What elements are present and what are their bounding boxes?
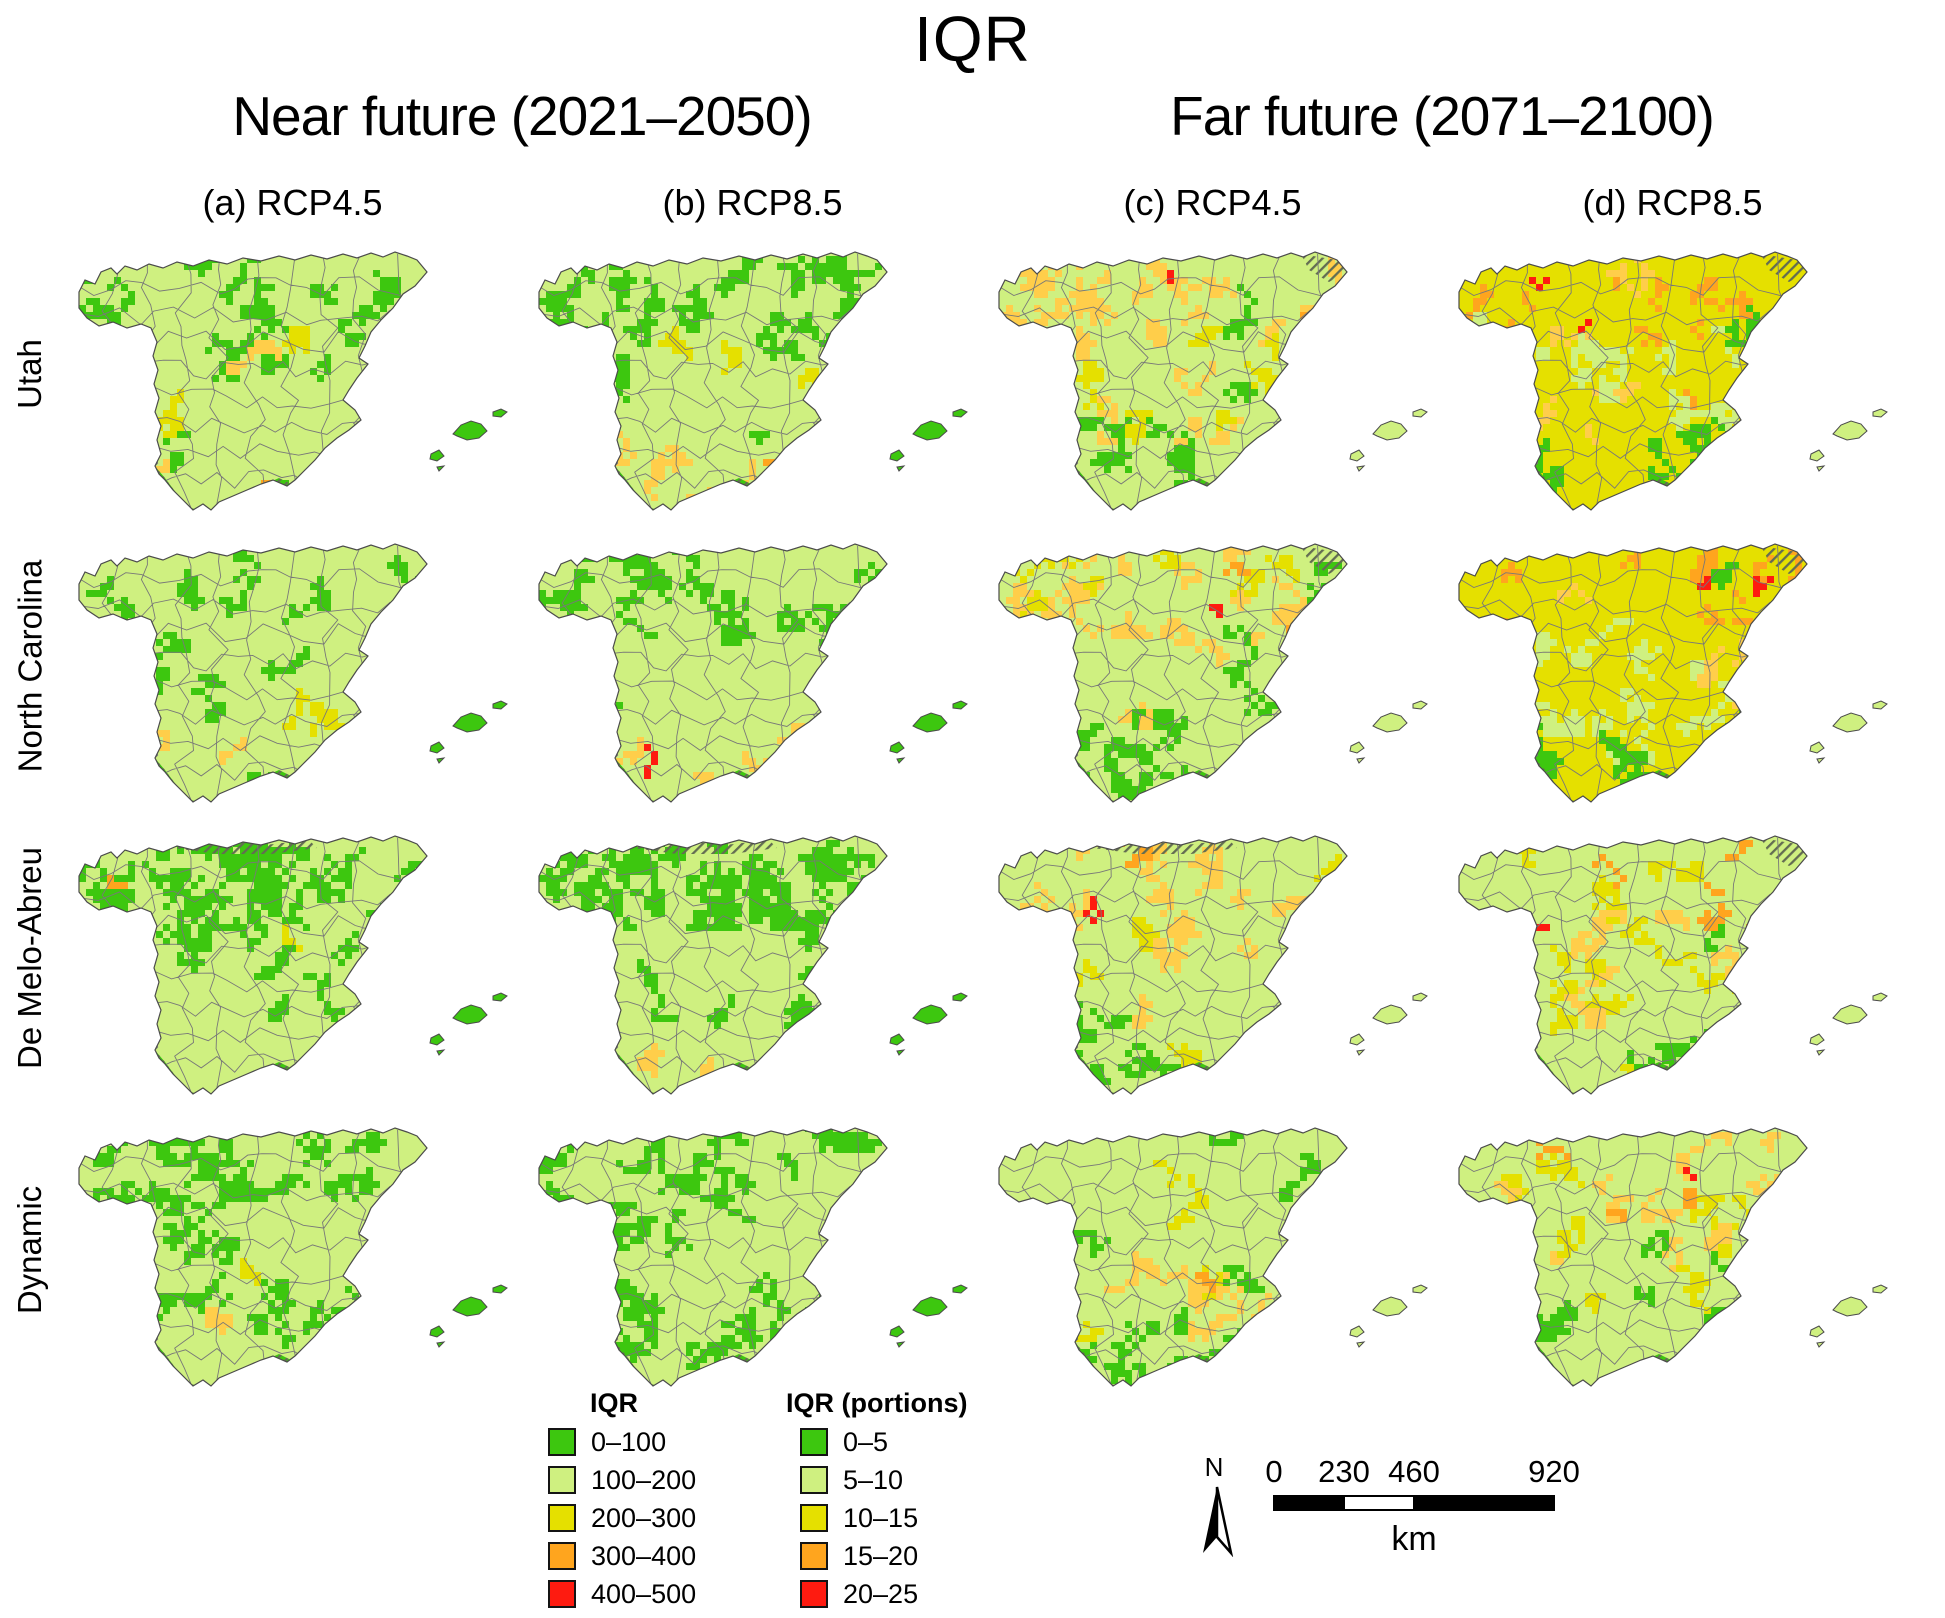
legend-item: 10–15 — [800, 1504, 967, 1532]
legend-item: 15–20 — [800, 1542, 967, 1570]
group-header-far-future: Far future (2071–2100) — [982, 84, 1902, 148]
legend-item-label: 300–400 — [591, 1542, 696, 1570]
row-label-north-carolina: North Carolina — [0, 520, 60, 812]
legend-swatch-yellow — [548, 1504, 576, 1532]
map-utah-far-rcp45 — [985, 228, 1440, 520]
map-north-carolina-near-rcp45 — [65, 520, 520, 812]
north-arrow-label: N — [1188, 1452, 1240, 1483]
legend-item: 0–5 — [800, 1428, 967, 1456]
legend-item-label: 10–15 — [843, 1504, 918, 1532]
legend-iqr-portions-title: IQR (portions) — [786, 1388, 967, 1419]
legend-item-label: 400–500 — [591, 1580, 696, 1608]
legend-iqr-items: 0–100 100–200 200–300 300–400 400–500 — [548, 1428, 696, 1608]
legend-swatch-lightgreen — [800, 1466, 828, 1494]
legend-iqr-portions-items: 0–5 5–10 10–15 15–20 20–25 — [800, 1428, 967, 1608]
map-utah-near-rcp45 — [65, 228, 520, 520]
group-header-near-future: Near future (2021–2050) — [62, 84, 982, 148]
column-header-a-rcp45: (a) RCP4.5 — [65, 182, 520, 224]
legend-item: 200–300 — [548, 1504, 696, 1532]
legend-item-label: 200–300 — [591, 1504, 696, 1532]
map-utah-far-rcp85 — [1445, 228, 1900, 520]
legend-item-label: 0–5 — [843, 1428, 888, 1456]
map-dynamic-near-rcp85 — [525, 1104, 980, 1396]
north-arrow: N — [1194, 1452, 1240, 1562]
north-arrow-icon — [1195, 1485, 1239, 1557]
column-header-d-rcp85: (d) RCP8.5 — [1445, 182, 1900, 224]
legend-item-label: 5–10 — [843, 1466, 903, 1494]
legend-swatch-green — [548, 1428, 576, 1456]
legend-item-label: 0–100 — [591, 1428, 666, 1456]
map-de-melo-abreu-near-rcp85 — [525, 812, 980, 1104]
legend-item-label: 100–200 — [591, 1466, 696, 1494]
legend-item: 100–200 — [548, 1466, 696, 1494]
column-header-b-rcp85: (b) RCP8.5 — [525, 182, 980, 224]
legend-swatch-lightgreen — [548, 1466, 576, 1494]
legend-swatch-yellow — [800, 1504, 828, 1532]
legend-swatch-red — [548, 1580, 576, 1608]
map-north-carolina-far-rcp45 — [985, 520, 1440, 812]
legend-swatch-red — [800, 1580, 828, 1608]
legend-item: 300–400 — [548, 1542, 696, 1570]
legend-iqr-title: IQR — [590, 1388, 696, 1419]
map-dynamic-far-rcp45 — [985, 1104, 1440, 1396]
map-north-carolina-near-rcp85 — [525, 520, 980, 812]
map-north-carolina-far-rcp85 — [1445, 520, 1900, 812]
column-header-c-rcp45: (c) RCP4.5 — [985, 182, 1440, 224]
row-label-utah: Utah — [0, 228, 60, 520]
figure-title: IQR — [0, 2, 1945, 76]
legend-item: 400–500 — [548, 1580, 696, 1608]
legend-iqr: IQR 0–100 100–200 200–300 300–400 400–500 — [548, 1388, 696, 1618]
map-de-melo-abreu-near-rcp45 — [65, 812, 520, 1104]
row-label-de-melo-abreu: De Melo-Abreu — [0, 812, 60, 1104]
legend-item: 0–100 — [548, 1428, 696, 1456]
legend-item: 5–10 — [800, 1466, 967, 1494]
map-de-melo-abreu-far-rcp45 — [985, 812, 1440, 1104]
map-utah-near-rcp85 — [525, 228, 980, 520]
legend-item-label: 20–25 — [843, 1580, 918, 1608]
legend-swatch-orange — [548, 1542, 576, 1570]
legend-swatch-orange — [800, 1542, 828, 1570]
row-label-dynamic: Dynamic — [0, 1104, 60, 1396]
map-dynamic-near-rcp45 — [65, 1104, 520, 1396]
legend-item: 20–25 — [800, 1580, 967, 1608]
map-de-melo-abreu-far-rcp85 — [1445, 812, 1900, 1104]
legend-item-label: 15–20 — [843, 1542, 918, 1570]
legend-swatch-green — [800, 1428, 828, 1456]
map-dynamic-far-rcp85 — [1445, 1104, 1900, 1396]
